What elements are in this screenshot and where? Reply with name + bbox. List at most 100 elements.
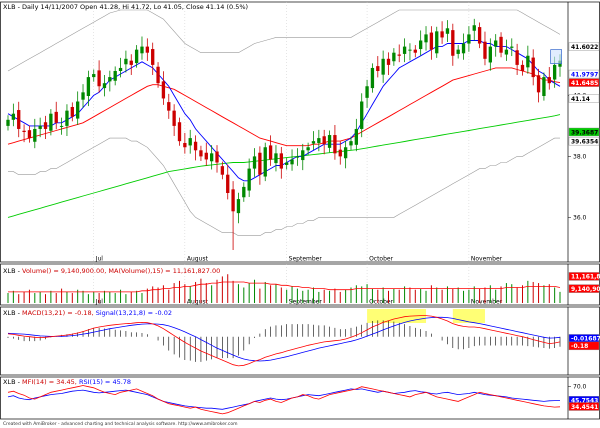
price-right-label-2-box <box>568 78 600 87</box>
price-right-label-0-box <box>568 42 600 51</box>
volume-right-label-1-box <box>568 284 600 293</box>
candle-up <box>311 141 316 144</box>
candle-down <box>156 66 160 84</box>
volume-right-label-0-box <box>568 272 600 281</box>
price-panel: Jul August September October November 36.0 38.… <box>0 1 600 263</box>
candle-up <box>365 86 369 98</box>
macd-highlight-zone <box>452 309 485 323</box>
volume-month-label-october: October <box>369 299 394 306</box>
volume-value: Volume() = 9,140,900.00, <box>22 267 106 275</box>
candle-down <box>268 145 273 160</box>
candle-up <box>370 67 375 89</box>
candle-up <box>108 77 112 82</box>
candle-down <box>97 70 101 87</box>
candle-up <box>285 162 289 165</box>
candle-down <box>226 174 230 193</box>
candle-down <box>220 166 225 175</box>
volume-prefix: XLB - <box>3 267 22 275</box>
mid-ma-line <box>7 67 561 147</box>
candle-up <box>86 77 91 97</box>
candle-down <box>177 122 182 142</box>
candle-up <box>542 77 546 97</box>
price-right-label-0: 41.6022 <box>571 44 598 51</box>
mfi-label: XLB - MFI(14) = 34.45, RSI(15) = 45.78 <box>3 378 131 386</box>
price-y-tick-label: 36.0 <box>573 214 587 221</box>
month-label-jul: Jul <box>95 256 104 263</box>
candle-down <box>17 110 21 129</box>
candle-up <box>467 34 471 44</box>
rsi-value: RSI(15) = 45.78 <box>79 378 131 386</box>
macd-value: MACD(13,21) = -0.18, <box>22 309 94 317</box>
candle-down <box>151 49 155 65</box>
price-right-label-1: 41.9797 <box>571 71 598 78</box>
candle-up <box>510 46 514 48</box>
signal-value: Signal(13,21,8) = -0.02 <box>96 309 172 317</box>
candle-down <box>199 150 203 157</box>
candle-up <box>526 55 530 68</box>
candle-up <box>488 46 492 63</box>
volume-label: XLB - Volume() = 9,140,900.00, MA(Volume… <box>3 267 220 275</box>
candle-up <box>290 159 294 165</box>
volume-month-label-august: August <box>187 299 209 306</box>
month-label-august: August <box>187 256 209 263</box>
candle-up <box>118 67 123 71</box>
candle-up <box>263 147 267 177</box>
candle-down <box>258 152 262 175</box>
price-panel-frame <box>0 1 600 263</box>
candle-down <box>183 142 187 148</box>
mfi-right-label-1: 34.4541 <box>571 404 598 411</box>
price-right-label-2: 41.6485 <box>571 80 598 87</box>
candle-down <box>376 66 380 71</box>
candle-up <box>360 101 364 129</box>
candle-up <box>295 156 300 158</box>
candle-down <box>231 189 235 212</box>
candle-up <box>402 46 407 54</box>
macd-highlight-zone <box>367 309 427 323</box>
candle-down <box>172 110 176 126</box>
candle-up <box>317 138 321 143</box>
month-label-september: September <box>289 256 323 263</box>
candle-up <box>252 156 257 169</box>
price-y-tick-label: 38.0 <box>573 153 587 160</box>
candle-down <box>279 153 283 169</box>
candle-up <box>327 135 332 148</box>
candle-down <box>477 27 482 44</box>
candle-up <box>504 49 509 55</box>
candle-up <box>134 49 139 64</box>
volume-right-label-1: 9,140,900 <box>571 286 600 293</box>
candle-up <box>76 101 80 119</box>
candle-up <box>343 147 348 159</box>
candle-down <box>520 64 525 71</box>
candle-up <box>49 113 53 131</box>
candle-down <box>70 106 74 117</box>
candle-up <box>301 150 305 161</box>
candle-up <box>81 92 85 100</box>
candle-down <box>386 58 391 65</box>
candle-up <box>6 119 10 126</box>
rsi-line <box>7 388 561 410</box>
candle-up <box>461 43 466 54</box>
candle-down <box>451 30 455 56</box>
candle-up <box>59 125 64 127</box>
candle-down <box>54 111 58 123</box>
candle-up <box>33 128 37 142</box>
macd-right-label-1-box <box>568 341 600 351</box>
candle-up <box>408 49 412 51</box>
candle-down <box>413 49 417 53</box>
candle-up <box>456 49 460 54</box>
candle-up <box>445 28 450 34</box>
mfi-line <box>7 385 561 415</box>
macd-right-label-1: -0.18 <box>571 343 588 350</box>
candle-up <box>435 31 439 54</box>
mfi-value: MFI(14) = 34.45, <box>22 378 77 386</box>
candle-down <box>547 77 551 84</box>
price-right-label-1-box <box>568 69 600 79</box>
candle-up <box>140 46 144 54</box>
candle-down <box>27 130 32 139</box>
candle-up <box>188 138 192 146</box>
candle-up <box>472 25 476 31</box>
volume-ma-value: MA(Volume(),15) = 11,161,827.00 <box>108 267 220 275</box>
volume-ma-line <box>8 281 561 293</box>
